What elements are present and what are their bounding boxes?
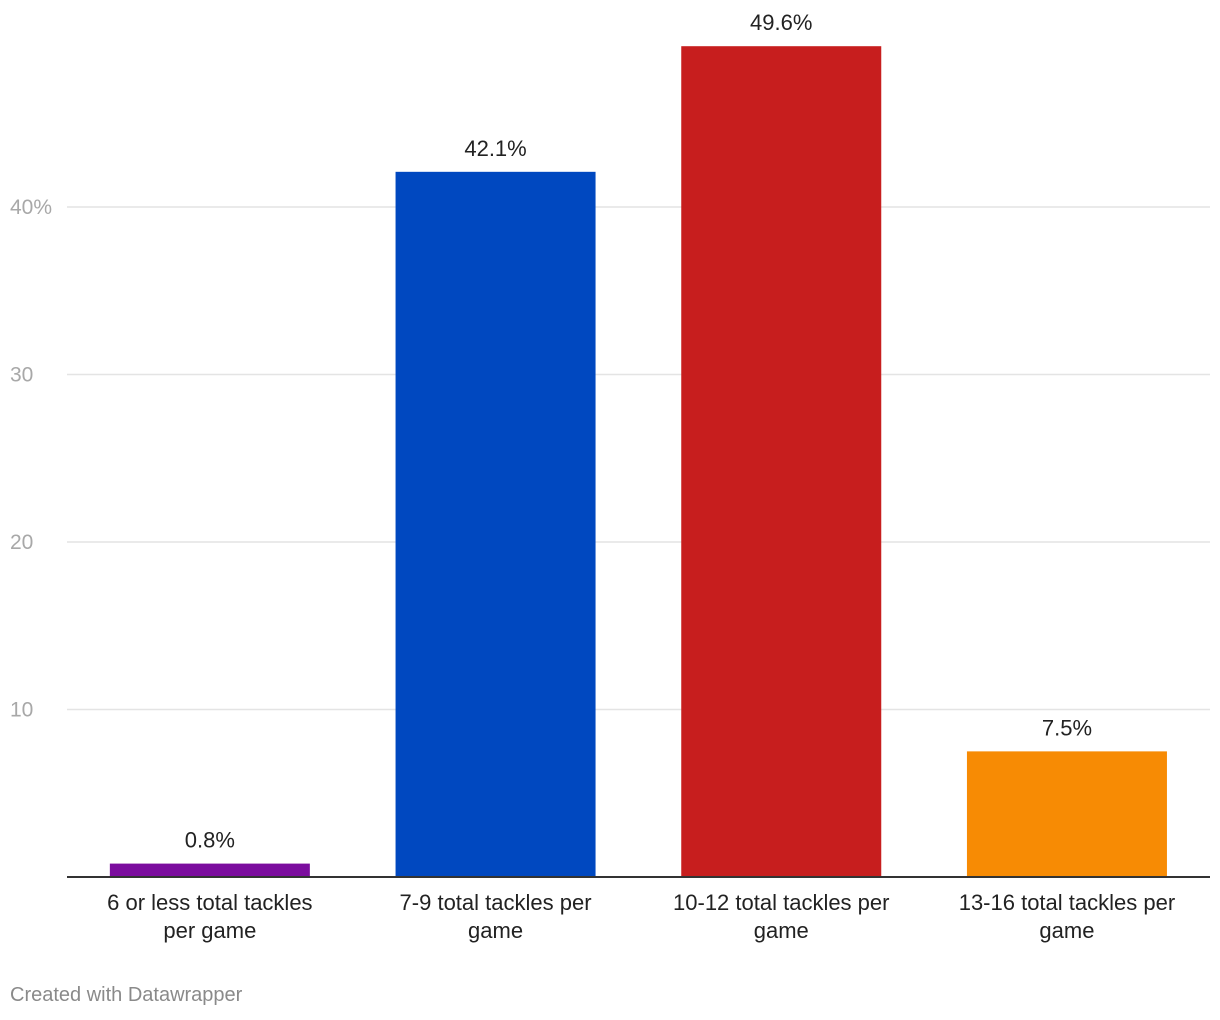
category-label-1-line-1: 6 or less total tackles xyxy=(107,890,312,915)
y-axis-ticks: 10 20 30 40% xyxy=(10,196,52,722)
category-labels: 6 or less total tackles per game 7-9 total… xyxy=(107,890,1175,943)
category-label-3-line-2: game xyxy=(754,918,809,943)
category-label-2-line-2: game xyxy=(468,918,523,943)
y-tick-label-30: 30 xyxy=(10,364,33,387)
category-label-2-line-1: 7-9 total tackles per xyxy=(400,890,592,915)
bar-3 xyxy=(681,46,882,877)
value-labels: 0.8% 42.1% 49.6% 7.5% xyxy=(185,10,1092,852)
category-label-4-line-1: 13-16 total tackles per xyxy=(959,890,1175,915)
category-label-4-line-2: game xyxy=(1039,918,1094,943)
y-tick-label-10: 10 xyxy=(10,699,33,722)
datawrapper-credit[interactable]: Created with Datawrapper xyxy=(10,984,243,1006)
bar-4 xyxy=(966,751,1167,877)
value-label-1: 0.8% xyxy=(185,828,235,853)
bar-1 xyxy=(109,863,310,877)
y-tick-label-40: 40% xyxy=(10,196,52,219)
category-label-3-line-1: 10-12 total tackles per xyxy=(673,890,889,915)
value-label-2: 42.1% xyxy=(464,136,526,161)
bar-2 xyxy=(395,171,596,877)
gridlines xyxy=(67,206,1210,711)
y-tick-label-20: 20 xyxy=(10,531,33,554)
category-label-1-line-2: per game xyxy=(163,918,256,943)
value-label-3: 49.6% xyxy=(750,10,812,35)
value-label-4: 7.5% xyxy=(1042,715,1092,740)
bars xyxy=(109,46,1167,877)
